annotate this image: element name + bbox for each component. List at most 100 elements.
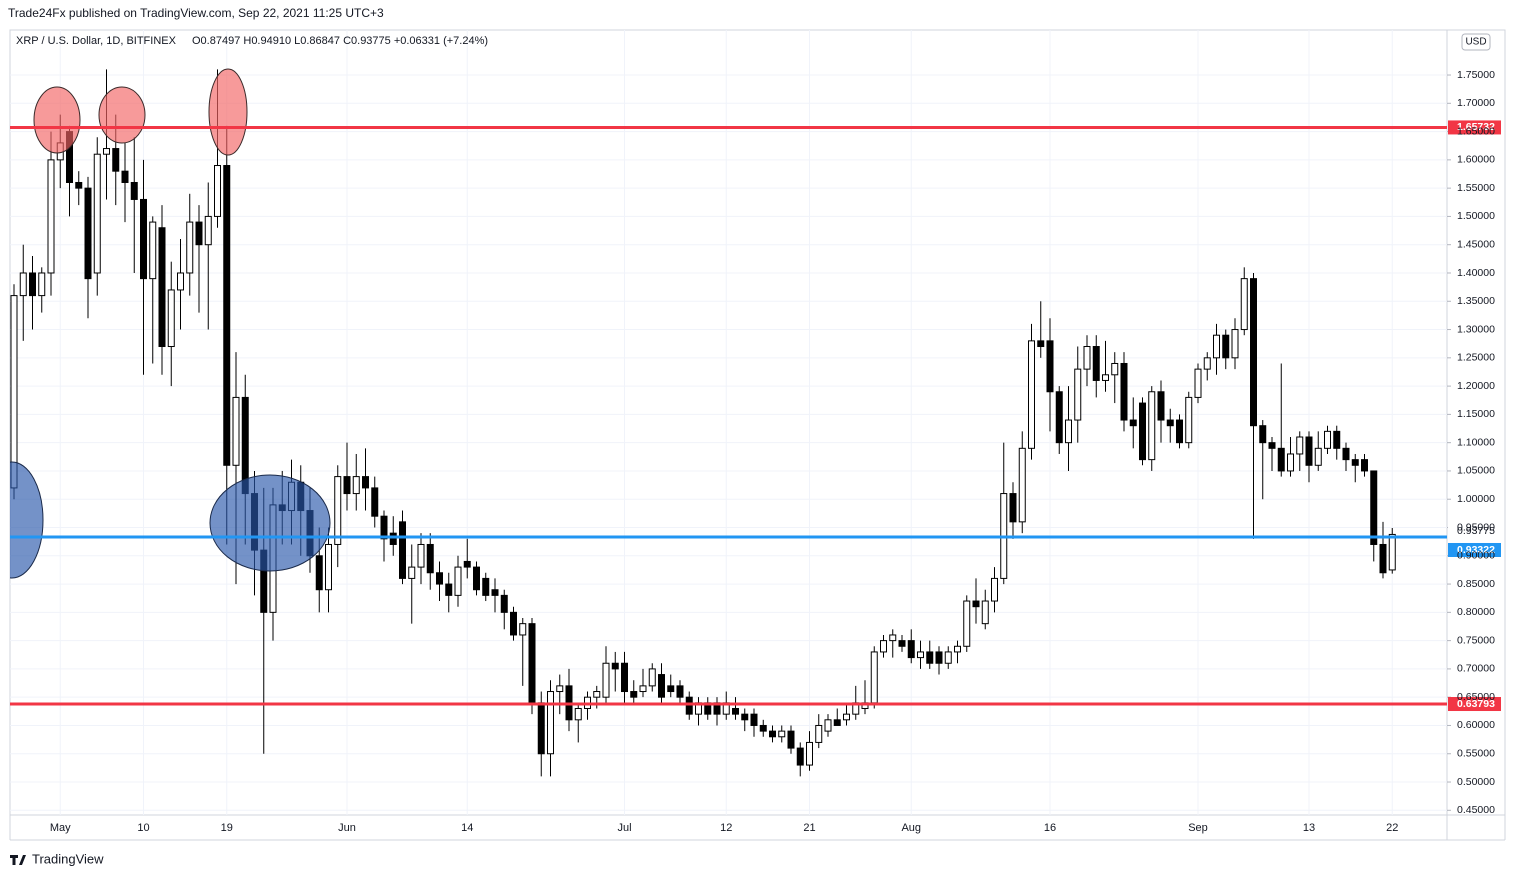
logo bbox=[10, 855, 26, 865]
candle-body bbox=[1018, 447, 1026, 523]
candle-body bbox=[787, 730, 795, 749]
candle-body bbox=[408, 566, 416, 579]
candle-body bbox=[84, 187, 92, 280]
candle-body bbox=[1287, 453, 1294, 472]
currency[interactable]: USD bbox=[1465, 37, 1486, 48]
candle-body bbox=[1259, 425, 1267, 444]
highlight-ellipse bbox=[208, 68, 248, 156]
candle-body bbox=[1222, 334, 1230, 359]
candle-body bbox=[926, 651, 934, 664]
candle-body bbox=[1055, 391, 1063, 444]
y-tick-label: 1.65000 bbox=[1457, 125, 1495, 137]
candle-body bbox=[1250, 278, 1257, 427]
candle-body bbox=[685, 696, 693, 715]
candle-body bbox=[1102, 374, 1109, 381]
candle-body bbox=[1111, 362, 1119, 376]
candle-body bbox=[334, 476, 342, 545]
candle-body bbox=[815, 724, 823, 743]
x-tick-label: Aug bbox=[901, 822, 921, 834]
highlight-ellipse bbox=[33, 86, 81, 154]
candle-body bbox=[371, 487, 379, 517]
candle-body bbox=[1046, 340, 1054, 393]
candle-body bbox=[177, 272, 184, 291]
candle-body bbox=[463, 560, 471, 568]
candle-body bbox=[1361, 459, 1368, 472]
candle-body bbox=[750, 713, 758, 726]
candle-body bbox=[547, 691, 554, 755]
candle-body bbox=[426, 543, 434, 574]
candle-body bbox=[389, 532, 397, 545]
candle-body bbox=[362, 476, 369, 489]
candle-body bbox=[1148, 391, 1156, 461]
candle-body bbox=[204, 215, 212, 246]
y-tick-label: 1.15000 bbox=[1457, 408, 1495, 420]
x-tick-label: 22 bbox=[1386, 822, 1398, 834]
x-tick-label: 13 bbox=[1303, 822, 1315, 834]
candle-body bbox=[907, 640, 915, 659]
candle-body bbox=[676, 685, 684, 698]
candle-body bbox=[1388, 533, 1396, 571]
candle-body bbox=[769, 730, 776, 738]
y-tick-label: 0.45000 bbox=[1457, 804, 1495, 816]
y-tick-label: 0.60000 bbox=[1457, 719, 1495, 731]
candle-body bbox=[352, 476, 360, 495]
candle-body bbox=[556, 685, 564, 693]
candle-body bbox=[519, 623, 527, 636]
highlight-ellipse bbox=[10, 461, 44, 579]
y-tick-label: 0.55000 bbox=[1457, 748, 1495, 760]
grid bbox=[10, 30, 1451, 815]
candle-body bbox=[1166, 419, 1174, 427]
currency-box[interactable] bbox=[1461, 33, 1491, 51]
candle-body bbox=[1009, 493, 1017, 523]
candle-body bbox=[972, 600, 980, 608]
candle-body bbox=[1231, 329, 1239, 359]
candle-body bbox=[833, 719, 841, 726]
candle-body bbox=[981, 600, 989, 625]
candle-body bbox=[667, 685, 675, 693]
candle-body bbox=[843, 713, 850, 721]
x-tick-label: 12 bbox=[720, 822, 732, 834]
x-tick-label: 16 bbox=[1044, 822, 1056, 834]
candle-body bbox=[1157, 391, 1165, 421]
candle-body bbox=[648, 668, 656, 687]
candle-body bbox=[186, 221, 194, 274]
level-price-label: 0.63793 bbox=[1457, 698, 1495, 710]
candle-body bbox=[112, 148, 120, 172]
symbol-title: XRP / U.S. Dollar, 1D, BITFINEX bbox=[16, 35, 177, 47]
candle-body bbox=[103, 148, 110, 155]
candle-body bbox=[491, 589, 499, 596]
candle-body bbox=[121, 170, 129, 183]
candle-body bbox=[1194, 368, 1202, 398]
candle-body bbox=[889, 634, 897, 642]
candle-body bbox=[602, 662, 610, 698]
x-tick-label: Jul bbox=[617, 822, 631, 834]
candle-body bbox=[232, 396, 240, 466]
candle-body bbox=[29, 272, 36, 297]
candle-body bbox=[1351, 459, 1359, 466]
candle-body bbox=[991, 577, 998, 602]
candle-body bbox=[10, 295, 18, 489]
candle-body bbox=[537, 702, 545, 755]
candle-body bbox=[500, 594, 508, 613]
y-tick-label: 0.85000 bbox=[1457, 578, 1495, 590]
y-tick-label: 1.45000 bbox=[1457, 238, 1495, 250]
candle-body bbox=[1379, 543, 1387, 574]
candle-body bbox=[93, 153, 101, 274]
x-tick-label: 10 bbox=[137, 822, 149, 834]
candle-body bbox=[870, 651, 878, 704]
y-tick-label: 1.25000 bbox=[1457, 352, 1495, 364]
annotations bbox=[10, 68, 331, 579]
x-tick-label: 14 bbox=[461, 822, 473, 834]
candle-body bbox=[1268, 442, 1276, 449]
level-price-box bbox=[1448, 120, 1501, 135]
candle-body bbox=[325, 543, 332, 591]
candle-body bbox=[806, 741, 813, 766]
candle-body bbox=[954, 645, 961, 653]
x-tick-label: 21 bbox=[803, 822, 815, 834]
candle-body bbox=[917, 651, 924, 659]
candle-body bbox=[639, 685, 647, 693]
candle-body bbox=[223, 165, 231, 466]
y-tick-label: 0.80000 bbox=[1457, 606, 1495, 618]
candle-body bbox=[1240, 278, 1248, 331]
